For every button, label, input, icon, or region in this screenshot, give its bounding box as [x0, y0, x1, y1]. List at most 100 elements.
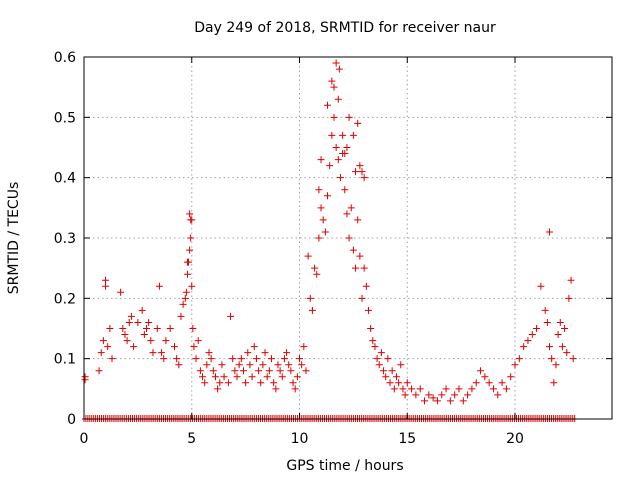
data-point: [317, 204, 325, 212]
data-point: [332, 59, 340, 67]
data-point: [511, 361, 519, 369]
data-point: [567, 276, 575, 284]
data-point: [302, 367, 310, 375]
data-point: [489, 385, 497, 393]
data-point: [360, 264, 368, 272]
data-point: [472, 379, 480, 387]
data-point: [147, 337, 155, 345]
data-point: [181, 294, 189, 302]
data-point: [324, 192, 332, 200]
data-point: [250, 343, 258, 351]
data-point: [278, 373, 286, 381]
data-point: [360, 174, 368, 182]
data-point: [188, 282, 196, 290]
data-point: [106, 325, 114, 332]
data-point: [416, 385, 424, 393]
data-point: [356, 162, 364, 170]
data-point: [285, 361, 293, 369]
data-point: [433, 397, 441, 405]
data-point: [375, 361, 383, 369]
data-point: [194, 337, 202, 345]
data-point: [408, 385, 416, 393]
data-point: [429, 394, 437, 402]
data-point: [477, 367, 485, 375]
data-point: [395, 379, 403, 387]
data-point: [459, 397, 467, 405]
data-point: [330, 83, 338, 91]
data-point: [149, 349, 157, 357]
data-point: [507, 373, 515, 381]
data-point: [187, 234, 195, 242]
x-tick-label: 10: [291, 431, 309, 447]
data-point: [382, 373, 390, 381]
data-point: [485, 379, 493, 387]
data-point: [265, 367, 273, 375]
data-point: [455, 385, 463, 393]
data-point: [130, 343, 138, 351]
data-point: [272, 385, 280, 393]
data-point: [252, 355, 260, 363]
data-point: [261, 349, 269, 357]
data-point: [556, 318, 564, 326]
x-tick-label: 0: [80, 431, 89, 447]
data-points: [81, 59, 577, 405]
data-point: [183, 258, 191, 266]
data-point: [119, 325, 127, 332]
data-point: [102, 282, 110, 290]
data-point: [233, 373, 241, 381]
data-point: [306, 294, 314, 302]
data-point: [537, 282, 545, 290]
data-point: [533, 325, 541, 332]
data-point: [177, 312, 185, 320]
data-point: [276, 367, 284, 375]
data-point: [332, 144, 340, 151]
data-point: [541, 306, 549, 314]
data-point: [242, 379, 250, 387]
data-point: [291, 385, 299, 393]
data-point: [263, 373, 271, 381]
y-tick-label: 0: [67, 412, 76, 428]
data-point: [341, 186, 349, 194]
data-point: [347, 204, 355, 212]
data-point: [502, 385, 510, 393]
data-point: [546, 343, 554, 351]
data-point: [158, 349, 166, 357]
data-point: [425, 391, 433, 399]
data-point: [401, 391, 409, 399]
data-point: [543, 318, 551, 326]
data-point: [311, 264, 319, 272]
data-point: [235, 361, 243, 369]
data-point: [175, 361, 183, 369]
data-point: [153, 325, 161, 332]
data-point: [229, 355, 237, 363]
y-tick-label: 0.4: [54, 171, 76, 187]
data-point: [125, 318, 133, 326]
data-point: [354, 216, 362, 224]
data-point: [270, 379, 278, 387]
data-point: [554, 331, 562, 339]
data-point: [244, 349, 252, 357]
data-point: [328, 131, 336, 139]
data-point: [399, 385, 407, 393]
data-point: [218, 361, 226, 369]
data-point: [127, 312, 135, 320]
data-point: [451, 391, 459, 399]
data-point: [289, 379, 297, 387]
data-point: [287, 367, 295, 375]
data-point: [121, 331, 129, 339]
data-point: [296, 355, 304, 363]
data-point: [182, 288, 190, 296]
data-point: [343, 144, 351, 151]
data-point: [335, 65, 343, 73]
data-point: [343, 210, 351, 218]
data-point: [345, 113, 353, 121]
data-point: [203, 361, 211, 369]
data-point: [97, 349, 105, 357]
data-point: [166, 325, 174, 332]
data-point: [257, 379, 265, 387]
x-tick-label: 15: [398, 431, 416, 447]
data-point: [108, 355, 116, 363]
data-point: [246, 361, 254, 369]
data-point: [349, 246, 357, 254]
data-point: [369, 337, 377, 345]
